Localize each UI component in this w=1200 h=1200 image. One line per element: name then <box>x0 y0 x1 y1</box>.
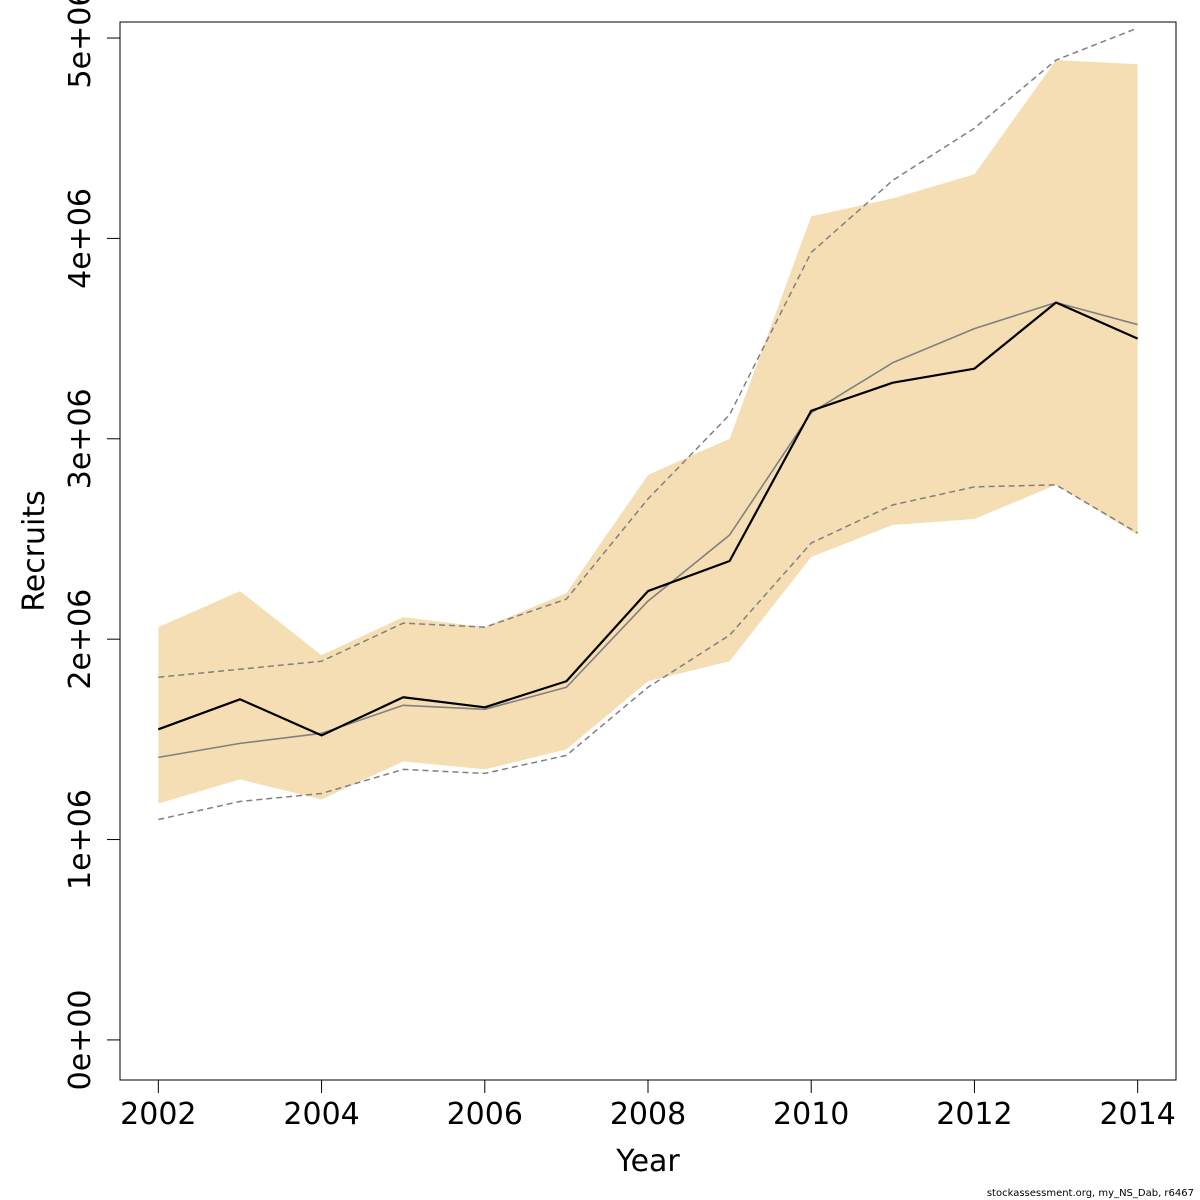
x-tick-label: 2004 <box>283 1097 359 1132</box>
y-tick-label: 2e+06 <box>63 589 98 690</box>
x-tick-label: 2010 <box>773 1097 849 1132</box>
y-tick-label: 5e+06 <box>63 0 98 88</box>
series-layer <box>157 27 1139 821</box>
confidence-band-layer <box>158 60 1138 804</box>
y-tick-label: 3e+06 <box>63 388 98 489</box>
series-previous-lower-line <box>158 484 1139 821</box>
x-tick-label: 2008 <box>610 1097 686 1132</box>
y-tick-label: 1e+06 <box>63 789 98 890</box>
footer-credit: stockassessment.org, my_NS_Dab, r6467 <box>986 1188 1194 1199</box>
y-tick-label: 0e+00 <box>63 989 98 1090</box>
series-previous-line <box>158 301 1138 759</box>
x-tick-label: 2012 <box>936 1097 1012 1132</box>
x-axis-title: Year <box>615 1144 680 1179</box>
confidence-band <box>158 60 1138 804</box>
axes-layer: 2002 2004 2006 2008 2010 2012 2014 0e+00 1e+06 2e… <box>63 0 1176 1132</box>
series-estimate-line <box>157 301 1139 737</box>
series-previous-upper-line <box>158 27 1138 678</box>
x-tick-label: 2006 <box>447 1097 523 1132</box>
x-tick-label: 2014 <box>1099 1097 1175 1132</box>
y-tick-label: 4e+06 <box>63 188 98 289</box>
x-tick-label: 2002 <box>120 1097 196 1132</box>
y-axis-title: Recruits <box>17 490 52 612</box>
